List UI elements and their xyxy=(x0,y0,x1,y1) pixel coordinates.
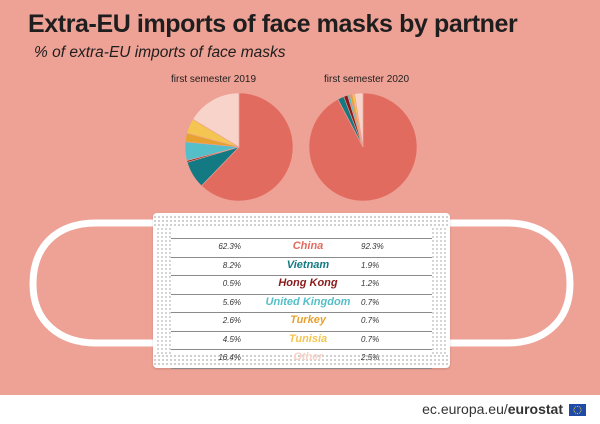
eu-flag-star xyxy=(580,411,582,413)
chart-title: Extra-EU imports of face masks by partne… xyxy=(28,10,518,38)
value-2019: 5.6% xyxy=(222,297,241,307)
pie-slice-other xyxy=(354,92,364,148)
partner-name: Hong Kong xyxy=(278,277,338,289)
table-row: 2.6% Turkey 0.7% xyxy=(171,312,432,331)
table-row: 8.2% Vietnam 1.9% xyxy=(171,256,432,276)
value-2019: 16.4% xyxy=(218,353,241,362)
value-2020: 2.5% xyxy=(361,353,380,362)
table-row: 4.5% Tunisia 0.7% xyxy=(171,330,432,350)
eu-flag-star xyxy=(573,407,575,409)
table-row: 0.5% Hong Kong 1.2% xyxy=(171,275,432,294)
table-row: 62.3% China 92.3% xyxy=(171,238,432,257)
partner-name: United Kingdom xyxy=(265,295,351,308)
value-2019: 4.5% xyxy=(222,334,241,344)
partner-name: China xyxy=(292,240,324,252)
partner-name: Tunisia xyxy=(288,332,328,345)
mask-stitching-left xyxy=(156,227,172,354)
value-2020: 0.7% xyxy=(361,297,380,307)
pie-slice-other xyxy=(192,92,240,148)
eu-flag-star xyxy=(573,409,575,411)
chart-subtitle: % of extra-EU imports of face masks xyxy=(34,44,286,61)
eu-flag-star xyxy=(578,412,580,414)
mask-stitching-right xyxy=(431,227,447,354)
eu-flag-star xyxy=(576,405,579,407)
value-2020: 1.2% xyxy=(361,279,380,288)
value-2019: 62.3% xyxy=(218,242,241,251)
partner-name: Other xyxy=(293,351,323,363)
value-2020: 1.9% xyxy=(361,260,380,270)
value-2019: 0.5% xyxy=(222,279,241,288)
mask-stitching-top xyxy=(153,215,450,227)
value-2020: 0.7% xyxy=(361,334,380,344)
eu-flag-star xyxy=(580,409,582,411)
eu-flag-star xyxy=(576,413,579,415)
table-row: 16.4% Other 2.5% xyxy=(171,349,432,369)
footer-domain: ec.europa.eu/ xyxy=(422,401,508,417)
footer-source: ec.europa.eu/eurostat xyxy=(422,401,563,417)
pie-chart-2019 xyxy=(184,92,294,202)
value-2020: 0.7% xyxy=(361,316,380,325)
value-2019: 8.2% xyxy=(222,260,241,270)
pie-slice-china xyxy=(201,92,294,202)
eu-flag-star xyxy=(578,406,580,408)
eu-flag-star xyxy=(580,407,582,409)
eu-flag-star xyxy=(575,412,577,414)
partner-name: Turkey xyxy=(290,314,326,326)
pie-chart-2020 xyxy=(308,92,418,202)
partner-name: Vietnam xyxy=(286,258,330,271)
data-table: 62.3% China 92.3% 8.2% Vietnam 1.9% 0.5% Hong K… xyxy=(171,238,432,369)
footer-brand: eurostat xyxy=(507,401,563,417)
eu-flag-icon xyxy=(569,404,586,416)
value-2019: 2.6% xyxy=(222,316,241,325)
eu-flag-field xyxy=(569,404,586,416)
eu-flag-star xyxy=(573,411,575,413)
pie-label-2019: first semester 2019 xyxy=(171,74,257,85)
value-2020: 92.3% xyxy=(361,242,384,251)
face-mask: 62.3% China 92.3% 8.2% Vietnam 1.9% 0.5% Hong K… xyxy=(153,213,450,369)
table-row: 5.6% United Kingdom 0.7% xyxy=(171,293,432,313)
pie-label-2020: first semester 2020 xyxy=(324,74,410,85)
eu-flag-star xyxy=(575,406,577,408)
mask-stitching-bottom xyxy=(153,354,450,366)
